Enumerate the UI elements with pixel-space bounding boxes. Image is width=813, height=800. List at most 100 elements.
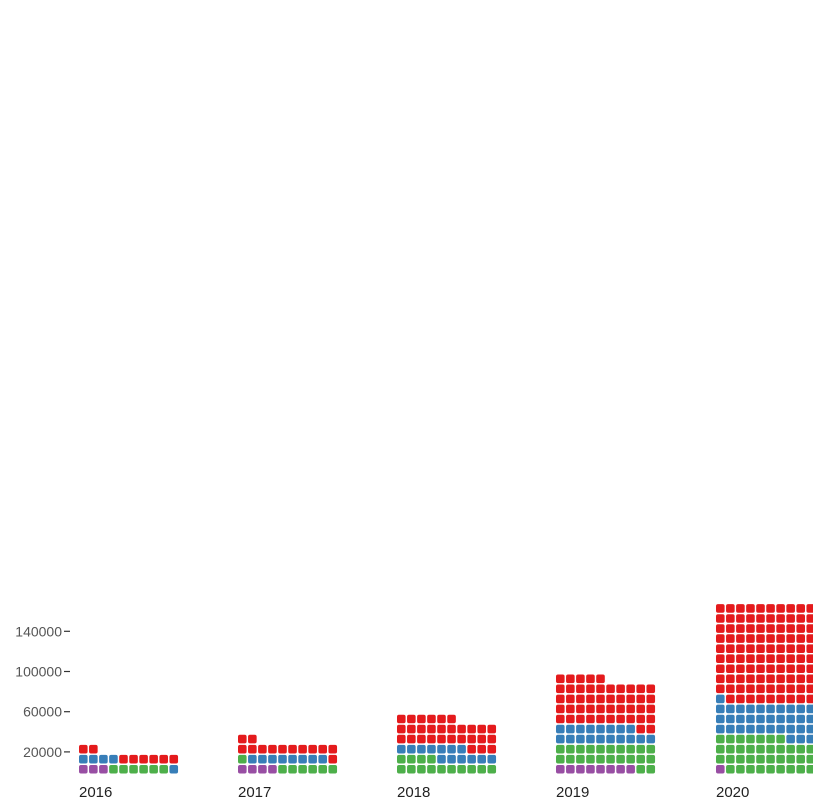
x-tick-label: 2019	[556, 784, 589, 800]
waffle-square	[736, 654, 745, 663]
waffle-square	[766, 714, 775, 724]
waffle-square	[606, 704, 615, 714]
waffle-square	[586, 704, 595, 714]
waffle-square	[606, 734, 615, 744]
waffle-square	[726, 614, 735, 623]
waffle-square	[427, 754, 436, 764]
waffle-square	[726, 604, 735, 613]
x-tick-label: 2017	[238, 784, 271, 800]
waffle-square	[756, 694, 765, 704]
waffle-square	[786, 654, 795, 663]
waffle-square	[806, 694, 813, 704]
waffle-square	[726, 754, 735, 764]
waffle-square	[596, 684, 605, 694]
waffle-square	[736, 754, 745, 764]
waffle-square	[746, 684, 755, 694]
waffle-square	[746, 664, 755, 674]
waffle-square	[586, 674, 595, 684]
waffle-square	[437, 714, 446, 724]
waffle-square	[248, 734, 257, 744]
waffle-square	[288, 744, 297, 754]
waffle-square	[626, 714, 635, 724]
waffle-square	[726, 634, 735, 643]
waffle-square	[417, 754, 426, 764]
waffle-square	[149, 764, 158, 774]
waffle-square	[258, 754, 267, 764]
waffle-square	[736, 714, 745, 724]
waffle-square	[636, 744, 645, 754]
waffle-square	[646, 694, 656, 704]
waffle-square	[477, 734, 486, 744]
waffle-square	[776, 664, 785, 674]
waffle-square	[776, 624, 785, 633]
waffle-square	[576, 704, 585, 714]
y-tick-label: 100000	[15, 664, 62, 680]
waffle-square	[576, 684, 585, 694]
waffle-square	[736, 704, 745, 714]
waffle-square	[726, 654, 735, 663]
plot-area	[79, 604, 813, 774]
waffle-square	[129, 754, 138, 764]
waffle-square	[427, 724, 436, 734]
waffle-square	[766, 704, 775, 714]
waffle-square	[786, 764, 795, 774]
waffle-square	[99, 754, 108, 764]
waffle-square	[149, 754, 158, 764]
waffle-square	[716, 674, 725, 684]
waffle-square	[766, 724, 775, 734]
waffle-square	[457, 724, 466, 734]
waffle-square	[776, 724, 785, 734]
waffle-square	[776, 744, 785, 754]
waffle-square	[447, 744, 456, 754]
waffle-square	[606, 754, 615, 764]
waffle-square	[417, 734, 426, 744]
waffle-square	[278, 744, 287, 754]
waffle-square	[776, 714, 785, 724]
waffle-square	[576, 754, 585, 764]
waffle-square	[159, 764, 168, 774]
waffle-square	[786, 694, 795, 704]
waffle-square	[606, 714, 615, 724]
waffle-square	[566, 744, 575, 754]
waffle-square	[756, 704, 765, 714]
waffle-square	[736, 724, 745, 734]
waffle-square	[437, 764, 446, 774]
waffle-square	[736, 764, 745, 774]
waffle-square	[806, 684, 813, 694]
waffle-square	[786, 714, 795, 724]
waffle-square	[766, 764, 775, 774]
waffle-square	[806, 764, 813, 774]
y-tick-label: 140000	[15, 623, 62, 639]
waffle-square	[447, 714, 456, 724]
waffle-square	[746, 754, 755, 764]
waffle-square	[318, 764, 327, 774]
y-tick-label: 20000	[23, 744, 62, 760]
waffle-square	[806, 714, 813, 724]
waffle-square	[467, 734, 476, 744]
waffle-square	[766, 624, 775, 633]
waffle-square	[736, 604, 745, 613]
waffle-square	[109, 764, 118, 774]
waffle-square	[746, 764, 755, 774]
waffle-square	[89, 744, 98, 754]
waffle-square	[766, 694, 775, 704]
waffle-square	[487, 734, 497, 744]
waffle-square	[726, 744, 735, 754]
waffle-square	[576, 714, 585, 724]
waffle-square	[308, 744, 317, 754]
waffle-square	[786, 624, 795, 633]
waffle-square	[756, 614, 765, 623]
waffle-square	[796, 664, 805, 674]
waffle-square	[786, 744, 795, 754]
waffle-square	[806, 634, 813, 643]
waffle-square	[487, 744, 497, 754]
waffle-square	[716, 694, 725, 704]
waffle-square	[716, 704, 725, 714]
waffle-square	[796, 754, 805, 764]
waffle-square	[457, 734, 466, 744]
waffle-square	[646, 734, 656, 744]
waffle-square	[248, 754, 257, 764]
waffle-square	[427, 744, 436, 754]
waffle-square	[616, 734, 625, 744]
waffle-square	[636, 734, 645, 744]
